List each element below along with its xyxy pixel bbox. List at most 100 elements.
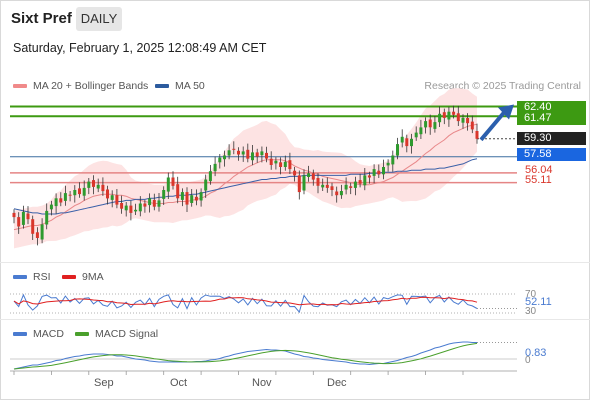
candle-body — [204, 179, 208, 191]
candle-body — [63, 193, 67, 201]
timeframe-badge[interactable]: DAILY — [76, 7, 122, 31]
candle-body — [344, 184, 348, 190]
candle-body — [68, 194, 72, 196]
x-label-oct: Oct — [170, 377, 188, 389]
legend-rsi-label: RSI — [33, 271, 51, 283]
candle-body — [45, 210, 49, 225]
candle-body — [208, 171, 212, 182]
candle-body — [35, 232, 39, 238]
candle-body — [92, 180, 95, 187]
macd-value-label: 0.83 — [525, 347, 547, 359]
candle-body — [265, 152, 268, 159]
candle-body — [194, 196, 198, 201]
candle-body — [396, 144, 399, 156]
candle-body — [134, 209, 138, 212]
candle-body — [251, 152, 254, 161]
candle-body — [470, 121, 474, 130]
candle-body — [17, 217, 21, 227]
candle-body — [246, 149, 250, 159]
support-label-1: 56.04 — [525, 164, 553, 176]
legend-ma20-label: MA 20 + Bollinger Bands — [33, 80, 149, 92]
rsi-level-30: 30 — [525, 306, 537, 317]
candle-body — [372, 169, 376, 176]
trend-arrow-head — [498, 104, 514, 120]
candle-body — [377, 170, 381, 175]
rsi-ma-line — [13, 296, 478, 306]
candle-body — [410, 138, 413, 147]
panel-divider — [0, 319, 590, 320]
candle-body — [12, 212, 16, 218]
candle-body — [358, 180, 362, 184]
candle-body — [325, 184, 329, 188]
candle-body — [363, 175, 367, 186]
candle-body — [456, 113, 460, 122]
candle-body — [428, 119, 432, 128]
candle-body — [148, 198, 152, 206]
candle-body — [110, 195, 114, 200]
candle-body — [288, 160, 292, 170]
candle-body — [367, 175, 371, 178]
candle-body — [237, 150, 240, 155]
rsi-value-label: 52.11 — [525, 296, 552, 308]
ma20-swatch — [13, 84, 27, 89]
rsi-line — [13, 293, 478, 314]
rsi-swatch — [13, 275, 27, 280]
candle-body — [162, 190, 166, 199]
candle-body — [279, 162, 283, 167]
legend-rsi-ma-label: 9MA — [82, 271, 104, 283]
candle-body — [138, 203, 142, 212]
candle-body — [447, 111, 451, 120]
candle-body — [353, 181, 357, 188]
legend-macd: MACD — [13, 328, 64, 340]
candle-body — [87, 181, 91, 188]
legend-macd-label: MACD — [33, 328, 64, 340]
candle-body — [180, 192, 184, 200]
resistance-tag-1: 62.40 — [517, 101, 586, 113]
candle-body — [129, 205, 133, 213]
macd-swatch — [13, 332, 27, 337]
candle-body — [21, 211, 25, 225]
candle-body — [419, 127, 423, 135]
candle-body — [297, 175, 301, 193]
candle-body — [274, 160, 278, 164]
candle-body — [269, 158, 273, 165]
candle-body — [293, 170, 297, 176]
candle-body — [241, 151, 245, 155]
candle-body — [260, 151, 264, 156]
legend-macd-signal: MACD Signal — [75, 328, 158, 340]
candle-body — [199, 192, 203, 201]
candle-body — [400, 136, 404, 143]
macd-line — [13, 341, 477, 370]
pivot-tag: 57.58 — [517, 148, 586, 161]
candle-body — [124, 205, 128, 211]
candle-body — [213, 163, 217, 172]
legend-macd-signal-label: MACD Signal — [95, 328, 159, 340]
candle-body — [307, 173, 311, 177]
candle-body — [349, 186, 353, 188]
candle-body — [386, 162, 390, 166]
legend-ma50: MA 50 — [155, 80, 205, 92]
candle-body — [442, 112, 446, 118]
x-label-sep: Sep — [94, 377, 114, 389]
candle-body — [475, 131, 479, 139]
support-label-2: 55.11 — [525, 174, 552, 186]
rsi-ma-swatch — [62, 275, 76, 280]
candle-body — [59, 198, 63, 203]
candle-body — [452, 111, 456, 115]
candle-body — [335, 191, 339, 196]
candle-body — [433, 122, 437, 129]
ma50-line — [13, 158, 478, 215]
candle-body — [255, 152, 259, 157]
candle-body — [232, 148, 236, 150]
legend-rsi: RSI — [13, 271, 51, 283]
candle-body — [316, 178, 320, 186]
candle-body — [405, 138, 409, 147]
ma50-swatch — [155, 84, 169, 89]
candle-body — [339, 191, 343, 196]
legend-ma50-label: MA 50 — [175, 80, 205, 92]
candle-body — [382, 167, 385, 175]
candle-body — [461, 118, 465, 123]
candle-body — [26, 213, 30, 220]
candle-body — [391, 155, 395, 165]
